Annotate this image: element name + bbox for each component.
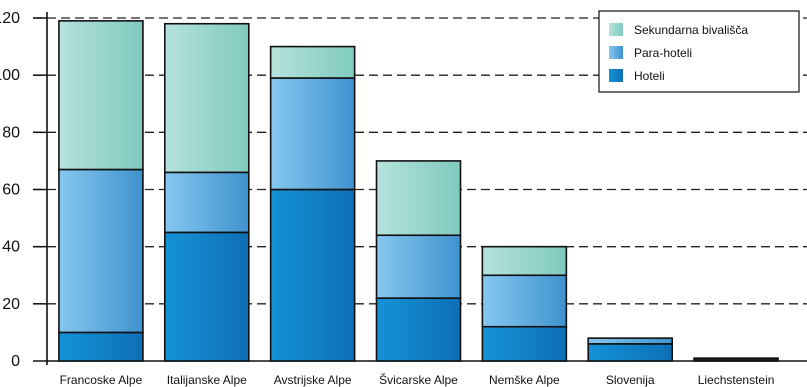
y-tick-label: 40 (2, 239, 20, 256)
bar-segment-para-hoteli (59, 169, 143, 332)
bar-segment-sekundarna-bivalisca (59, 21, 143, 170)
legend-label: Para-hoteli (634, 46, 692, 60)
bar-segment-sekundarna-bivalisca (482, 247, 566, 276)
y-tick-label: 0 (11, 353, 20, 370)
x-category-label: Liechstenstein (698, 373, 775, 387)
bar-segment-sekundarna-bivalisca (165, 24, 249, 173)
legend-swatch (609, 46, 623, 59)
bar-segment-hoteli (59, 332, 143, 361)
legend: Sekundarna bivališča Para-hoteli Hoteli (599, 11, 799, 92)
y-tick-label: 60 (2, 182, 20, 199)
y-tick-label: 20 (2, 296, 20, 313)
x-category-label: Nemške Alpe (489, 373, 560, 387)
bar-segment-hoteli (271, 190, 355, 362)
x-category-label: Francoske Alpe (60, 373, 143, 387)
bar-segment-hoteli (377, 298, 461, 361)
x-category-label: Slovenija (606, 373, 655, 387)
x-category-label: Švicarske Alpe (379, 372, 458, 387)
y-tick-label: 80 (2, 124, 20, 141)
bar-segment-hoteli (482, 327, 566, 361)
legend-label: Sekundarna bivališča (634, 23, 748, 37)
bar-segment-sekundarna-bivalisca (271, 47, 355, 78)
y-tick-label: 120 (0, 10, 20, 27)
x-category-label: Avstrijske Alpe (274, 373, 352, 387)
bar-segment-para-hoteli (377, 235, 461, 298)
bar-segment-para-hoteli (482, 275, 566, 326)
x-axis-labels: Francoske Alpe Italijanske Alpe Avstrijske… (60, 372, 775, 387)
legend-label: Hoteli (634, 69, 665, 83)
bar-segment-sekundarna-bivalisca (377, 161, 461, 235)
x-category-label: Italijanske Alpe (167, 373, 247, 387)
bar-segment-para-hoteli (588, 338, 672, 344)
bar-segment-para-hoteli (271, 78, 355, 189)
bar-segment-hoteli (165, 232, 249, 361)
legend-swatch (609, 69, 623, 82)
bar-segment-para-hoteli (165, 172, 249, 232)
legend-swatch (609, 23, 623, 36)
y-tick-label: 100 (0, 67, 20, 84)
bar-segment-hoteli (588, 344, 672, 361)
bar-segment-hoteli (694, 358, 778, 361)
